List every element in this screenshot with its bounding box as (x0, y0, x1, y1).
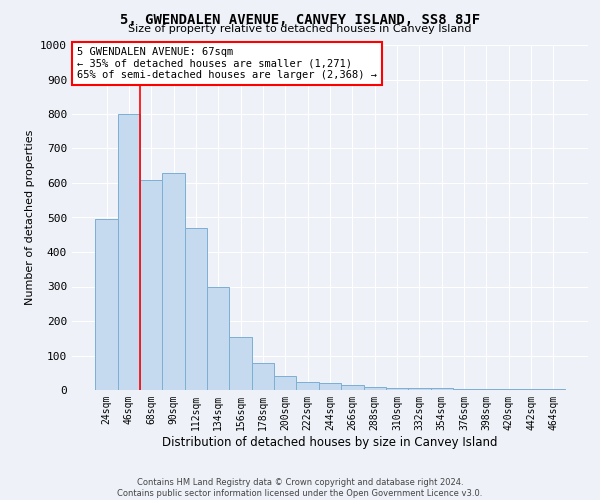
Bar (453, 388, 475, 390)
Bar (475, 388, 497, 390)
Bar (497, 388, 520, 390)
Bar (364, 386, 386, 390)
Bar (163, 172, 185, 390)
Bar (252, 363, 274, 390)
Text: 5, GWENDALEN AVENUE, CANVEY ISLAND, SS8 8JF: 5, GWENDALEN AVENUE, CANVEY ISLAND, SS8 … (120, 12, 480, 26)
Bar (229, 336, 252, 390)
Bar (274, 376, 296, 390)
Bar (118, 114, 140, 390)
Y-axis label: Number of detached properties: Number of detached properties (25, 130, 35, 305)
Bar (185, 228, 207, 390)
Bar (140, 180, 163, 390)
X-axis label: Distribution of detached houses by size in Canvey Island: Distribution of detached houses by size … (162, 436, 498, 448)
Bar (95, 219, 118, 390)
Text: Contains HM Land Registry data © Crown copyright and database right 2024.
Contai: Contains HM Land Registry data © Crown c… (118, 478, 482, 498)
Bar (431, 388, 453, 390)
Bar (207, 286, 229, 390)
Bar (341, 385, 364, 390)
Bar (520, 388, 542, 390)
Bar (319, 383, 341, 390)
Text: 5 GWENDALEN AVENUE: 67sqm
← 35% of detached houses are smaller (1,271)
65% of se: 5 GWENDALEN AVENUE: 67sqm ← 35% of detac… (77, 46, 377, 80)
Bar (542, 389, 565, 390)
Bar (296, 382, 319, 390)
Bar (386, 388, 408, 390)
Bar (408, 388, 431, 390)
Text: Size of property relative to detached houses in Canvey Island: Size of property relative to detached ho… (128, 24, 472, 34)
